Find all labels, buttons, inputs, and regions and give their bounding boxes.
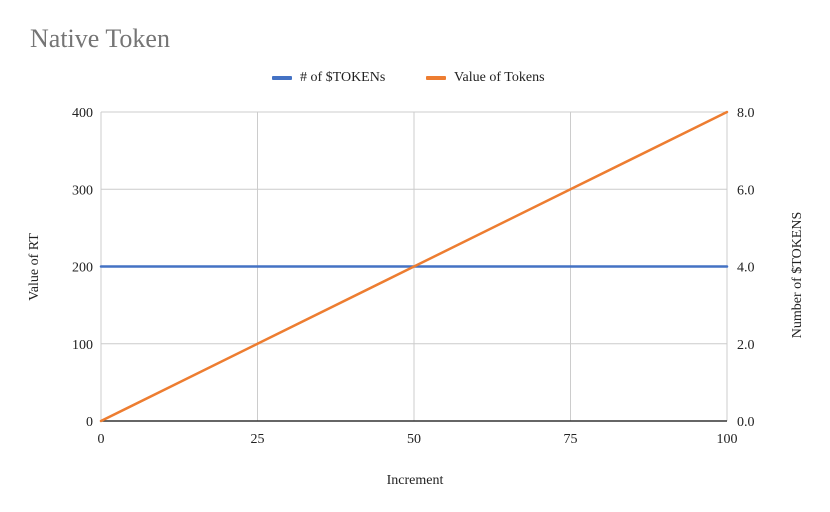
x-tick-label: 75 [564,432,578,447]
y-right-tick-label: 4.0 [737,261,755,276]
chart-legend: # of $TOKENs Value of Tokens [0,70,830,90]
y-left-tick-label: 300 [72,183,93,198]
y-right-tick-label: 2.0 [737,338,755,353]
y-left-tick-label: 100 [72,338,93,353]
y-left-tick-label: 0 [86,415,93,430]
legend-label-tokens-count: # of $TOKENs [300,70,386,85]
tick-labels: 0 25 50 75 100 0 100 200 300 400 0.0 2.0 4.0 6.0 8.0 [72,106,755,447]
x-tick-label: 0 [98,432,105,447]
x-axis-title: Increment [387,473,444,488]
legend-item-token-value[interactable]: Value of Tokens [426,70,545,86]
y-left-tick-label: 400 [72,106,93,121]
y-right-tick-label: 0.0 [737,415,755,430]
y-right-tick-label: 8.0 [737,106,755,121]
x-tick-label: 25 [251,432,265,447]
y-axis-right-title: Number of $TOKENS [790,212,805,339]
y-axis-left-title: Value of RT [27,233,42,301]
legend-swatch-token-value [426,76,446,80]
y-right-tick-label: 6.0 [737,183,755,198]
series-lines [99,110,729,423]
x-tick-label: 100 [717,432,738,447]
y-left-tick-label: 200 [72,261,93,276]
x-tick-label: 50 [407,432,421,447]
legend-label-token-value: Value of Tokens [454,70,545,85]
legend-item-tokens-count[interactable]: # of $TOKENs [272,70,385,86]
legend-swatch-tokens-count [272,76,292,80]
chart-title: Native Token [30,24,170,53]
series-line-token-value [99,110,729,423]
